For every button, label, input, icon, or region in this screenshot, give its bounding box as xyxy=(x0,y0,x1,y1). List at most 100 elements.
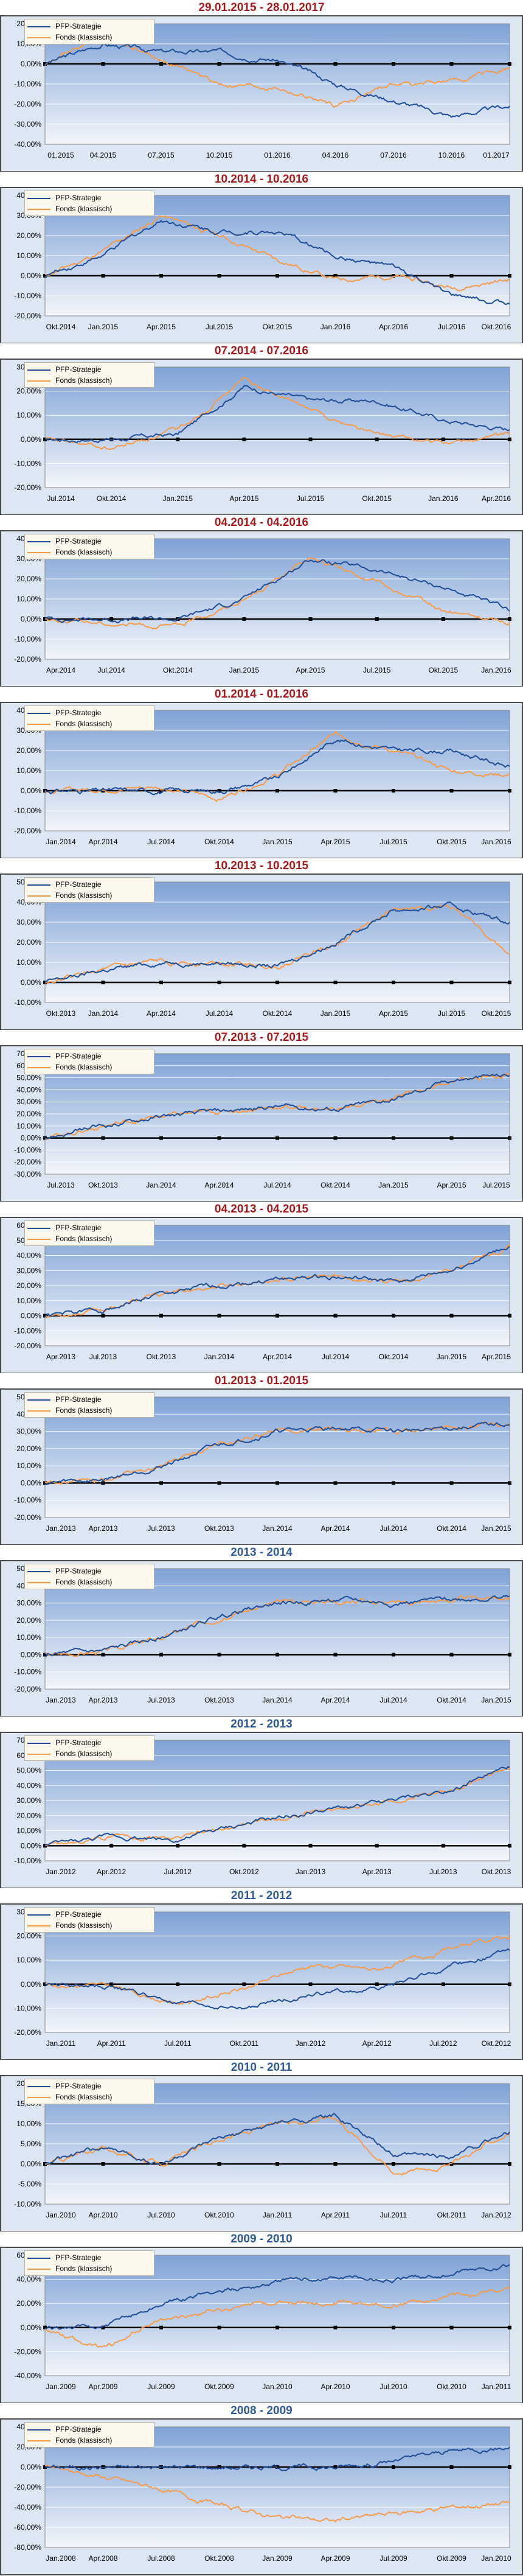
series-line-fund xyxy=(44,904,510,984)
legend-label: PFP-Strategie xyxy=(55,1567,102,1575)
x-tick-label: Jan.2011 xyxy=(263,2211,293,2219)
legend-swatch xyxy=(27,1570,50,1572)
x-tick-label: Jul.2013 xyxy=(147,1696,175,1704)
zero-line-marker xyxy=(109,1982,114,1986)
legend-item-fund: Fonds (klassisch) xyxy=(27,376,112,385)
zero-line-marker xyxy=(101,981,105,984)
chart-frame: 70,00%60,00%50,00%40,00%30,00%20,00%10,0… xyxy=(0,1732,523,1889)
x-tick-label: Jan.2008 xyxy=(46,2554,76,2563)
x-tick-label: Jul.2014 xyxy=(97,666,125,674)
legend-item-strategy: PFP-Strategie xyxy=(27,880,101,889)
y-tick-label: 40,00% xyxy=(16,2275,41,2284)
x-tick-label: Apr.2010 xyxy=(88,2211,117,2219)
chart-title: 2009 - 2010 xyxy=(230,2233,293,2245)
legend-item-strategy: PFP-Strategie xyxy=(27,1738,101,1748)
zero-line-marker xyxy=(392,1136,395,1140)
y-tick-label: 20,00% xyxy=(16,1811,41,1820)
y-tick-label: 0,00% xyxy=(21,1980,41,1989)
zero-line-marker xyxy=(43,274,47,278)
zero-line-marker xyxy=(333,981,338,984)
y-tick-label: 10,00% xyxy=(16,1633,41,1642)
x-tick-label: Jul.2015 xyxy=(297,494,325,503)
legend-label: Fonds (klassisch) xyxy=(55,1749,113,1758)
y-tick-label: 0,00% xyxy=(21,1479,41,1487)
y-tick-label: -10,00% xyxy=(14,1857,41,1865)
y-tick-label: -40,00% xyxy=(14,2503,41,2511)
y-tick-label: -20,00% xyxy=(14,1158,41,1166)
legend-item-strategy: PFP-Strategie xyxy=(27,193,101,203)
x-tick-label: Jan.2014 xyxy=(146,1181,176,1189)
legend-item-fund: Fonds (klassisch) xyxy=(27,547,112,557)
legend-swatch xyxy=(27,369,50,371)
x-tick-label: Apr.2014 xyxy=(46,666,75,674)
zero-line-marker xyxy=(159,274,163,278)
series-line-strategy xyxy=(44,1073,510,1139)
chart-panel: 04.2013 - 04.201560,00%50,00%40,00%30,00… xyxy=(0,1202,523,1374)
legend-label: Fonds (klassisch) xyxy=(55,1406,113,1415)
legend-swatch xyxy=(27,1925,50,1927)
x-tick-label: Jan.2013 xyxy=(296,1867,326,1876)
legend-item-fund: Fonds (klassisch) xyxy=(27,32,112,42)
chart-frame: 30,00%20,00%10,00%0,00%-10,00%-20,00%Jan… xyxy=(0,1903,523,2060)
x-tick-label: Apr.2014 xyxy=(147,1009,176,1018)
x-tick-label: Apr.2015 xyxy=(147,323,176,331)
x-tick-label: Apr.2015 xyxy=(482,1353,511,1361)
zero-line-marker xyxy=(392,981,395,984)
zero-line-marker xyxy=(449,981,454,984)
x-tick-label: Jan.2016 xyxy=(481,666,511,674)
x-tick-label: 01.2015 xyxy=(47,151,74,159)
y-tick-label: -20,00% xyxy=(14,655,41,663)
x-tick-label: Jul.2014 xyxy=(379,1696,407,1704)
zero-line-marker xyxy=(375,617,379,621)
legend-item-strategy: PFP-Strategie xyxy=(27,1223,101,1233)
legend-item-strategy: PFP-Strategie xyxy=(27,536,101,546)
y-tick-label: 0,00% xyxy=(21,2160,41,2168)
zero-line-marker xyxy=(101,1314,105,1318)
x-tick-label: Apr.2010 xyxy=(320,2382,350,2391)
series-line-strategy xyxy=(44,901,510,983)
legend-label: PFP-Strategie xyxy=(55,1052,102,1060)
legend-item-strategy: PFP-Strategie xyxy=(27,1395,101,1404)
chart-panel: 07.2013 - 07.201570,00%60,00%50,00%40,00… xyxy=(0,1030,523,1202)
x-tick-label: Jul.2010 xyxy=(147,2211,175,2219)
y-tick-label: -20,00% xyxy=(14,2347,41,2356)
zero-line-marker xyxy=(275,1481,279,1485)
legend-swatch xyxy=(27,895,50,897)
chart-legend: PFP-Strategie Fonds (klassisch) xyxy=(24,705,154,731)
y-tick-label: 0,00% xyxy=(21,978,41,987)
legend-item-strategy: PFP-Strategie xyxy=(27,365,101,374)
series-line-strategy xyxy=(44,43,510,118)
legend-swatch xyxy=(27,1055,50,1057)
x-tick-label: Okt.2014 xyxy=(46,323,76,331)
y-tick-label: 20,00% xyxy=(16,1110,41,1118)
chart-frame: 50,00%40,00%30,00%20,00%10,00%0,00%-10,0… xyxy=(0,873,523,1031)
zero-line-marker xyxy=(217,2325,221,2329)
zero-line-marker xyxy=(43,2325,47,2329)
x-tick-label: Apr.2012 xyxy=(97,1867,126,1876)
chart-title: 07.2014 - 07.2016 xyxy=(214,345,309,357)
legend-label: Fonds (klassisch) xyxy=(55,719,113,728)
zero-line-marker xyxy=(275,2325,279,2329)
zero-line-marker xyxy=(101,1481,105,1485)
line-chart: 20,00%10,00%0,00%-10,00%-20,00%-30,00%-4… xyxy=(14,19,511,159)
series-line-strategy xyxy=(44,2113,510,2165)
legend-item-fund: Fonds (klassisch) xyxy=(27,1062,112,1072)
x-tick-label: Okt.2014 xyxy=(379,1353,409,1361)
legend-label: PFP-Strategie xyxy=(55,2082,102,2090)
x-tick-label: Jan.2010 xyxy=(481,2554,511,2563)
chart-panel: 04.2014 - 04.201640,00%30,00%20,00%10,00… xyxy=(0,515,523,687)
x-tick-label: Jan.2015 xyxy=(437,1353,467,1361)
legend-swatch xyxy=(27,1227,50,1229)
x-tick-label: Jul.2012 xyxy=(164,1867,192,1876)
chart-frame: 60,00%40,00%20,00%0,00%-20,00%-40,00%Jan… xyxy=(0,2247,523,2404)
zero-line-marker xyxy=(101,2325,105,2329)
y-tick-label: -20,00% xyxy=(14,827,41,835)
y-tick-label: 0,00% xyxy=(21,1650,41,1659)
y-tick-label: 20,00% xyxy=(16,387,41,396)
x-tick-label: Jan.2015 xyxy=(262,838,293,846)
zero-line-marker xyxy=(375,1844,379,1848)
line-chart: 40,00%30,00%20,00%10,00%0,00%-10,00%-20,… xyxy=(14,191,511,331)
y-tick-label: 0,00% xyxy=(21,1841,41,1850)
legend-swatch xyxy=(27,2440,50,2441)
